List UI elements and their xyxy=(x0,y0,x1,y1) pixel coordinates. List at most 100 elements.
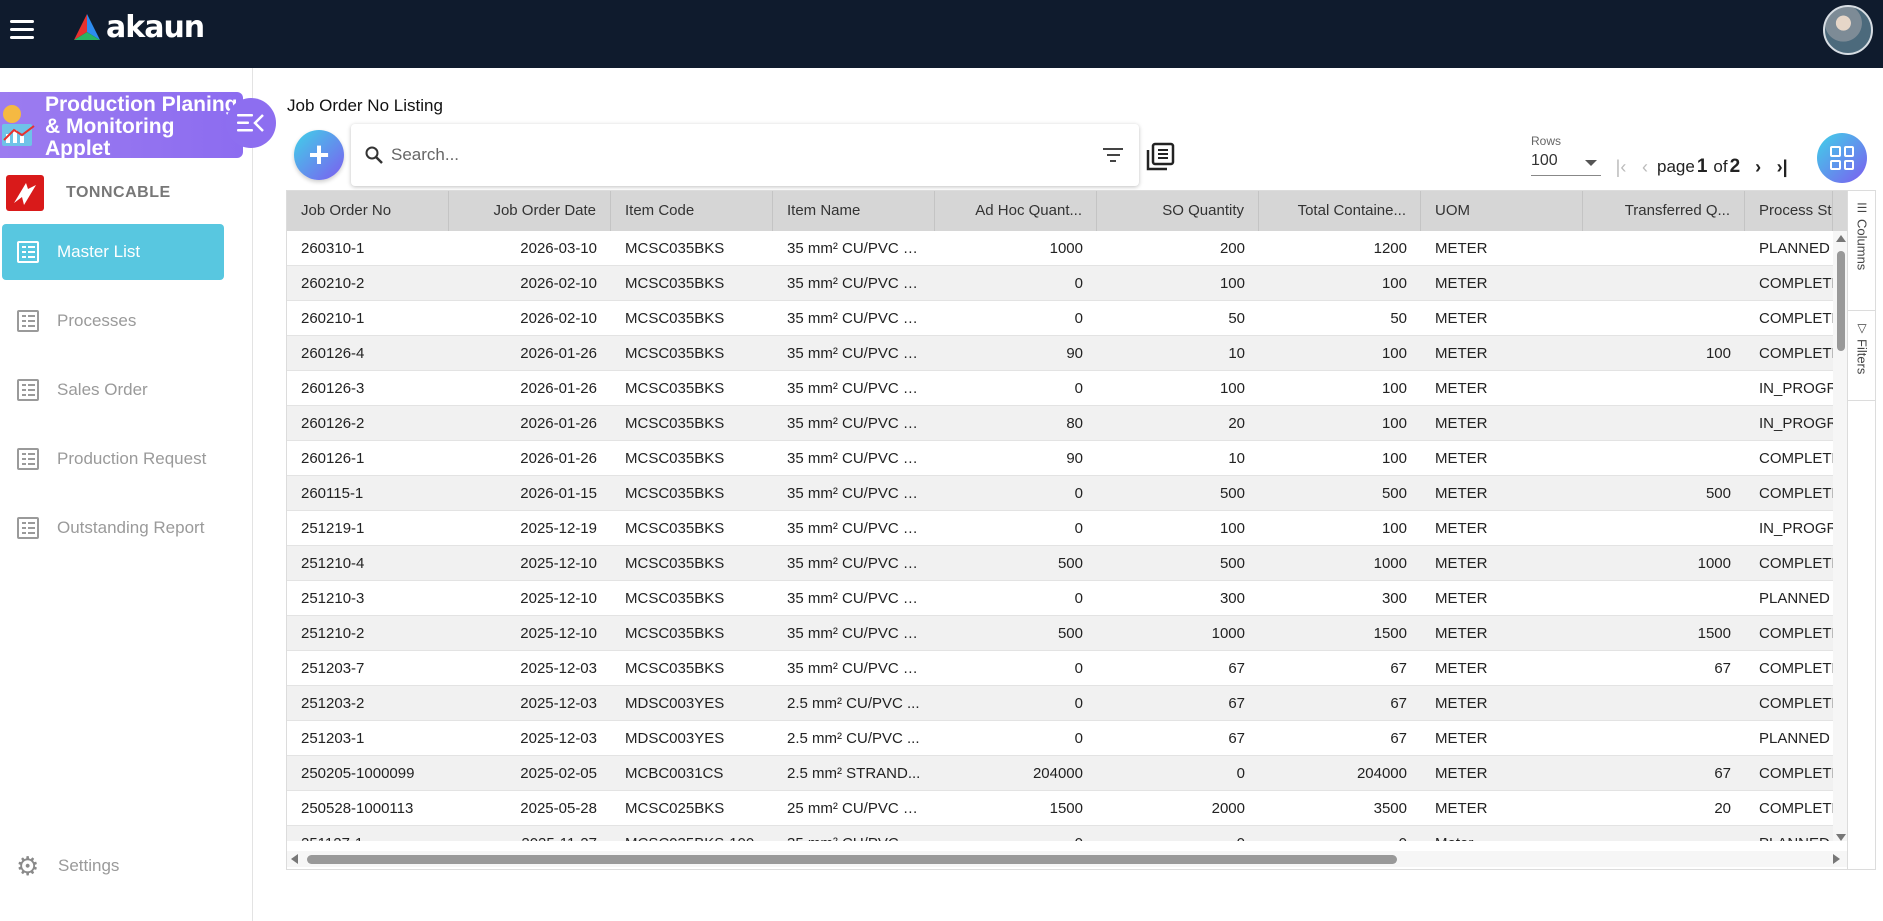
scroll-right-icon[interactable] xyxy=(1833,854,1840,864)
hamburger-menu-icon[interactable] xyxy=(10,20,34,40)
table-cell: 67 xyxy=(1228,660,1245,677)
table-row[interactable]: 260115-1 2026-01-15 MCSC035BKS 35 mm² CU/PV… xyxy=(287,476,1833,511)
table-row[interactable]: 260126-2 2026-01-26 MCSC035BKS 35 mm² CU/PV… xyxy=(287,406,1833,441)
funnel-icon: ▽ xyxy=(1857,321,1867,335)
column-header[interactable]: Total Containe... xyxy=(1259,191,1421,231)
grid-icon xyxy=(1830,146,1854,170)
table-cell: 500 xyxy=(1057,555,1083,572)
table-cell: 1500 xyxy=(1049,800,1083,817)
table-cell: MCSC035BKS xyxy=(625,310,725,327)
table-cell: 251210-2 xyxy=(301,625,365,642)
sidebar-item-master-list[interactable]: Master List xyxy=(2,224,224,280)
column-header[interactable]: Item Code xyxy=(611,191,773,231)
table-row[interactable]: 260210-1 2026-02-10 MCSC035BKS 35 mm² CU/PV… xyxy=(287,301,1833,336)
column-header[interactable]: Transferred Q... xyxy=(1583,191,1745,231)
akaun-logo[interactable]: akaun xyxy=(72,10,205,45)
table-cell: METER xyxy=(1435,275,1488,292)
columns-tab[interactable]: ☰ Columns xyxy=(1848,191,1875,311)
vertical-scrollbar[interactable] xyxy=(1833,231,1849,841)
company-selector[interactable]: TONNCABLE xyxy=(6,175,171,211)
table-cell: 100 xyxy=(1381,275,1407,292)
horizontal-scroll-thumb[interactable] xyxy=(307,855,1397,864)
table-cell: MCSC035BKS xyxy=(625,275,725,292)
column-header[interactable]: Job Order No xyxy=(287,191,449,231)
vertical-scroll-thumb[interactable] xyxy=(1837,251,1845,351)
collapse-sidebar-button[interactable] xyxy=(226,98,276,148)
table-cell: 35 mm² CU/PVC B... xyxy=(787,240,926,257)
table-cell: 204000 xyxy=(1356,765,1407,782)
copy-icon[interactable] xyxy=(1145,142,1175,172)
table-row[interactable]: 260126-3 2026-01-26 MCSC035BKS 35 mm² CU/PV… xyxy=(287,371,1833,406)
table-cell: COMPLETED xyxy=(1759,625,1833,642)
table-cell: 260310-1 xyxy=(301,240,365,257)
scroll-up-icon[interactable] xyxy=(1836,235,1846,242)
table-row[interactable]: 251203-2 2025-12-03 MDSC003YES 2.5 mm² CU/P… xyxy=(287,686,1833,721)
table-cell: 0 xyxy=(1074,275,1083,292)
search-input[interactable] xyxy=(391,138,1071,172)
table-cell: MCSC035BKS xyxy=(625,625,725,642)
table-cell: 200 xyxy=(1219,240,1245,257)
table-cell: 251127-1 xyxy=(287,826,449,841)
sidebar-item-outstanding-report[interactable]: Outstanding Report xyxy=(2,500,224,556)
table-cell: 35 mm² CU/PVC B... xyxy=(787,555,926,572)
sidebar-nav: Master List Processes Sales Order Produc… xyxy=(2,224,224,569)
table-row[interactable]: 260210-2 2026-02-10 MCSC035BKS 35 mm² CU/PV… xyxy=(287,266,1833,301)
table-cell: 2026-01-26 xyxy=(520,380,597,397)
table-cell: MDSC003YES xyxy=(625,730,725,747)
previous-page-icon[interactable]: ‹ xyxy=(1642,156,1648,177)
column-header[interactable]: Item Name xyxy=(773,191,935,231)
column-header[interactable]: Process Stat xyxy=(1745,191,1833,231)
last-page-icon[interactable]: ›| xyxy=(1776,156,1788,177)
add-button[interactable]: + xyxy=(294,130,344,180)
sidebar-item-settings[interactable]: ⚙ Settings xyxy=(16,853,119,879)
table-cell: 500 xyxy=(1219,485,1245,502)
sidebar-item-processes[interactable]: Processes xyxy=(2,293,224,349)
sidebar-item-production-request[interactable]: Production Request xyxy=(2,431,224,487)
table-cell: 2026-01-26 xyxy=(520,450,597,467)
horizontal-scrollbar[interactable] xyxy=(287,851,1849,867)
table-cell: 2025-12-10 xyxy=(520,555,597,572)
table-row[interactable]: 251210-4 2025-12-10 MCSC035BKS 35 mm² CU/PV… xyxy=(287,546,1833,581)
table-row[interactable]: 251210-2 2025-12-10 MCSC035BKS 35 mm² CU/PV… xyxy=(287,616,1833,651)
table-cell: 20 xyxy=(1714,800,1731,817)
first-page-icon[interactable]: |‹ xyxy=(1615,156,1627,177)
scroll-down-icon[interactable] xyxy=(1836,834,1846,841)
table-cell: 100 xyxy=(1381,520,1407,537)
sidebar-item-label: Master List xyxy=(57,242,141,261)
table-cell: 67 xyxy=(1390,660,1407,677)
table-cell: METER xyxy=(1435,450,1488,467)
grid-view-toggle-button[interactable] xyxy=(1817,133,1867,183)
filter-icon[interactable] xyxy=(1103,148,1123,164)
table-row[interactable]: 251210-3 2025-12-10 MCSC035BKS 35 mm² CU/PV… xyxy=(287,581,1833,616)
table-row[interactable]: 251203-1 2025-12-03 MDSC003YES 2.5 mm² CU/P… xyxy=(287,721,1833,756)
table-row[interactable]: 251219-1 2025-12-19 MCSC035BKS 35 mm² CU/PV… xyxy=(287,511,1833,546)
table-row[interactable]: 250205-1000099 2025-02-05 MCBC0031CS 2.5 mm… xyxy=(287,756,1833,791)
column-header[interactable]: SO Quantity xyxy=(1097,191,1259,231)
table-row[interactable]: 260126-1 2026-01-26 MCSC035BKS 35 mm² CU/PV… xyxy=(287,441,1833,476)
production-chart-icon xyxy=(2,105,35,146)
table-cell: MCSC035BKS xyxy=(625,240,725,257)
table-cell: METER xyxy=(1435,345,1488,362)
table-row[interactable]: 260310-1 2026-03-10 MCSC035BKS 35 mm² CU/PV… xyxy=(287,231,1833,266)
table-row[interactable]: 250528-1000113 2025-05-28 MCSC025BKS 25 mm²… xyxy=(287,791,1833,826)
filters-tab[interactable]: ▽ Filters xyxy=(1848,311,1875,401)
table-cell: 251210-4 xyxy=(301,555,365,572)
table-row[interactable]: 260126-4 2026-01-26 MCSC035BKS 35 mm² CU/PV… xyxy=(287,336,1833,371)
table-cell: 10 xyxy=(1228,345,1245,362)
avatar[interactable] xyxy=(1823,5,1873,55)
column-header[interactable]: UOM xyxy=(1421,191,1583,231)
table-cell: 300 xyxy=(1219,590,1245,607)
columns-tab-label: Columns xyxy=(1854,219,1870,271)
table-cell: 67 xyxy=(1228,730,1245,747)
table-row[interactable]: 251203-7 2025-12-03 MCSC035BKS 35 mm² CU/PV… xyxy=(287,651,1833,686)
rows-per-page-select[interactable]: 100 xyxy=(1531,152,1601,176)
table-cell: 100 xyxy=(1381,415,1407,432)
table-cell: 2026-01-15 xyxy=(520,485,597,502)
next-page-icon[interactable]: › xyxy=(1755,156,1762,177)
table-cell: 2025-02-05 xyxy=(520,765,597,782)
column-header[interactable]: Job Order Date xyxy=(449,191,611,231)
column-header[interactable]: Ad Hoc Quant... xyxy=(935,191,1097,231)
scroll-left-icon[interactable] xyxy=(291,854,298,864)
sidebar-item-sales-order[interactable]: Sales Order xyxy=(2,362,224,418)
